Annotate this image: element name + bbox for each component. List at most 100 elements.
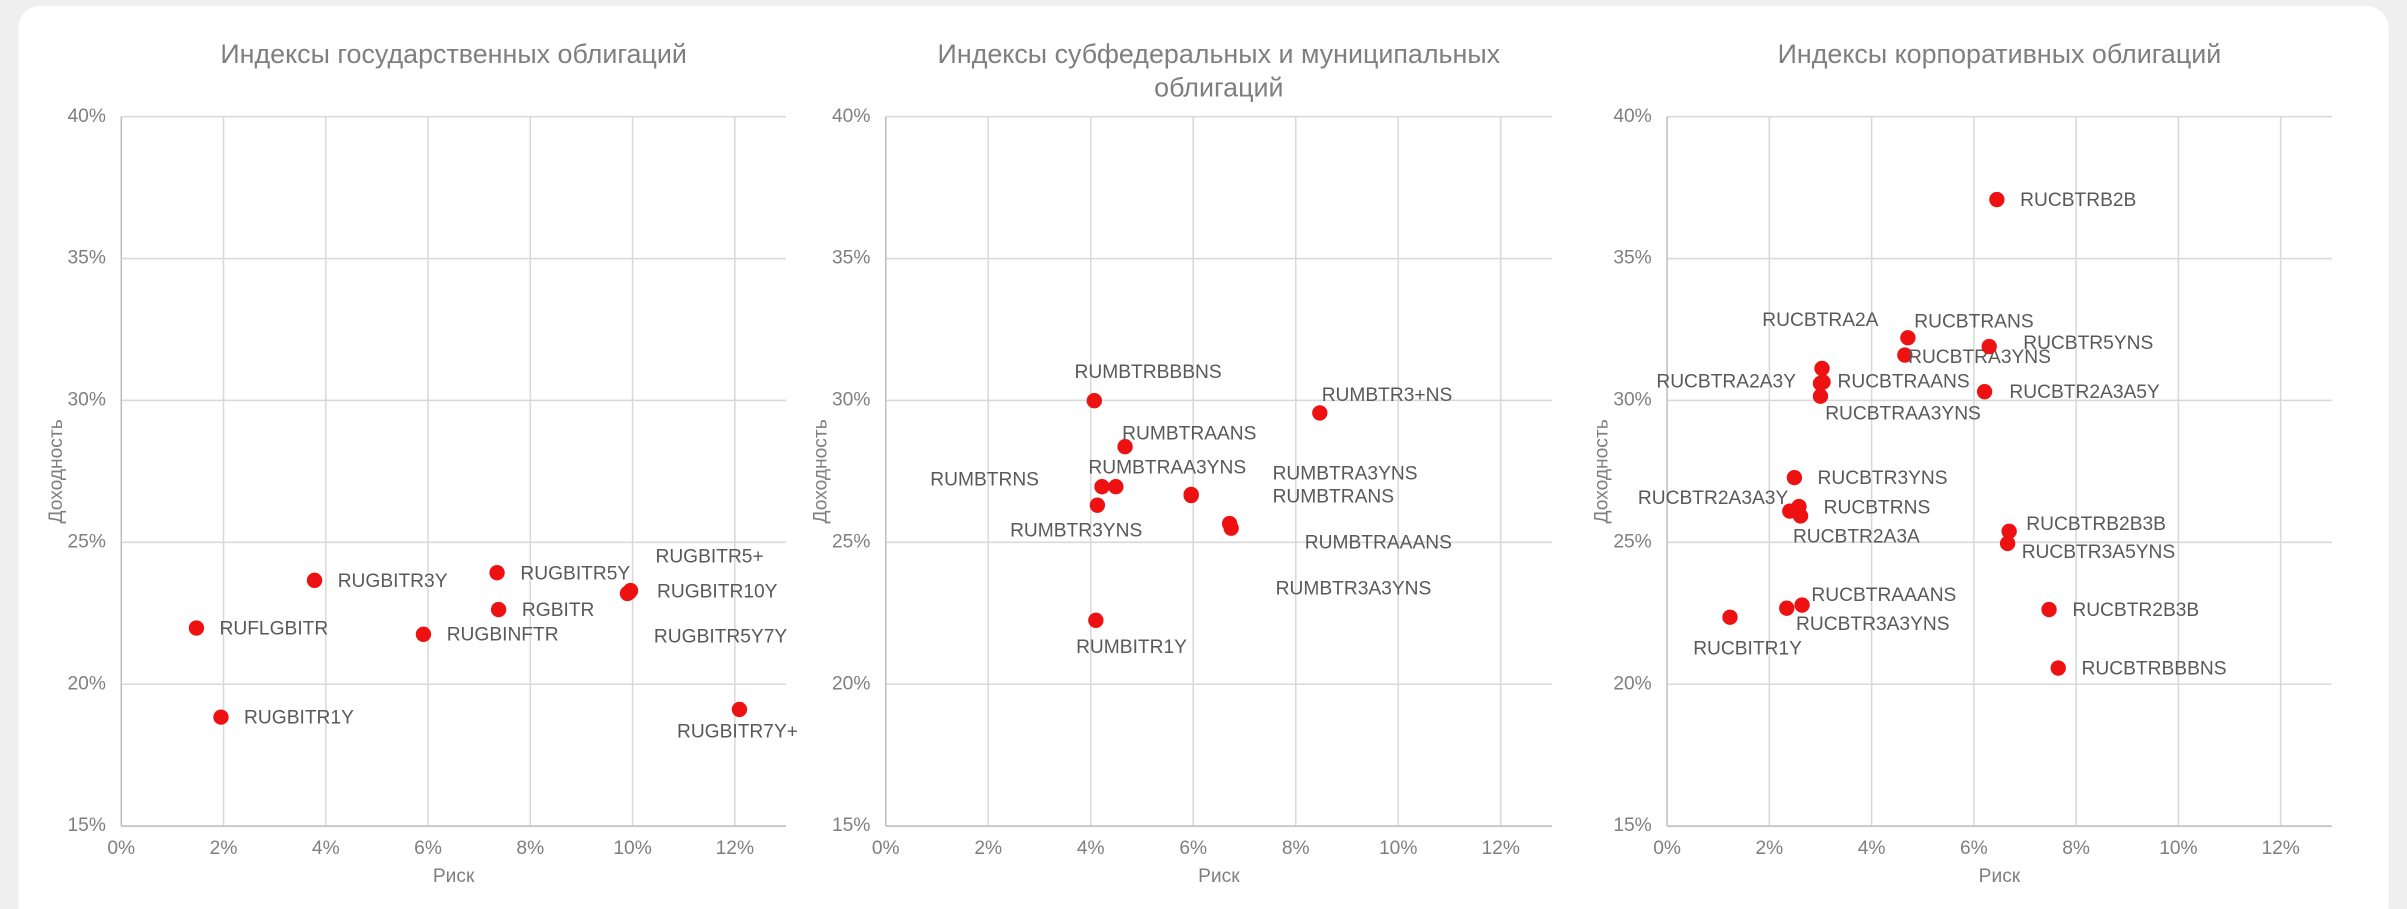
point-label: RUCBITR1Y: [1693, 639, 1802, 660]
x-tick-label: 0%: [1653, 838, 1681, 859]
point: [490, 601, 507, 618]
point-label: RUMBTRAANS: [1122, 424, 1256, 445]
point-label: RUMBTRA3YNS: [1273, 464, 1418, 485]
point: [1976, 383, 1993, 400]
point: [1312, 405, 1328, 421]
point: [1989, 191, 2005, 208]
point: [1792, 508, 1809, 524]
x-tick-label: 10%: [613, 838, 651, 859]
point-label: RUCBTR2A3A: [1793, 526, 1920, 547]
x-tick-label: 2%: [210, 838, 238, 859]
point-label: RUCBTRB2B: [2020, 190, 2136, 211]
point-label: RUGBITR5Y7Y: [654, 626, 787, 647]
point-label: RUGBITR5Y: [520, 563, 630, 584]
y-tick-label: 30%: [832, 390, 870, 411]
point-label: RUCBTR2A3A5Y: [2009, 382, 2160, 403]
x-tick-label: 12%: [2261, 838, 2299, 859]
point: [213, 709, 229, 725]
x-tick-label: 8%: [516, 838, 544, 859]
point-label: RUCBTRAA3YNS: [1825, 404, 1981, 425]
point-label: RUMBTR3YNS: [1010, 520, 1142, 541]
x-axis-label: Риск: [1198, 866, 1240, 887]
point-label: RUMBTRNS: [930, 470, 1039, 491]
point-label: RUGBITR1Y: [244, 708, 354, 729]
point: [1794, 597, 1810, 613]
point: [1786, 469, 1803, 486]
point: [1722, 609, 1738, 625]
chart-title-box: Индексы корпоративных облигаций: [1777, 38, 2222, 70]
point: [306, 572, 323, 589]
point-label: RUCBTR3YNS: [1818, 468, 1948, 489]
point-label: RUMBTRBBBNS: [1075, 362, 1222, 383]
x-tick-label: 12%: [1482, 838, 1520, 859]
point: [2001, 523, 2017, 539]
x-tick-label: 10%: [2159, 838, 2197, 859]
point: [731, 701, 748, 718]
y-tick-label: 15%: [832, 815, 870, 836]
y-tick-label: 25%: [68, 531, 106, 552]
point-label: RUCBTRA2A: [1762, 310, 1878, 331]
y-tick-label: 20%: [1613, 673, 1651, 694]
point: [1086, 393, 1102, 409]
point: [1999, 535, 2016, 552]
point-label: RUGBITR3Y: [338, 571, 448, 592]
y-tick-label: 40%: [1613, 106, 1651, 127]
point-label: RUGBITR7Y+: [677, 721, 798, 742]
point: [415, 626, 432, 642]
x-tick-label: 6%: [1960, 838, 1988, 859]
point: [1814, 360, 1830, 377]
point-label: RUCBTR2A3A3Y: [1638, 488, 1789, 509]
x-tick-label: 0%: [107, 838, 135, 859]
point: [2041, 601, 2057, 618]
chart-title: Индексы государственных облигаций: [220, 38, 687, 70]
point-label: RUCBTR5YNS: [2023, 333, 2153, 354]
point-label: RUCBTRAAANS: [1811, 585, 1956, 606]
x-tick-label: 2%: [974, 838, 1002, 859]
y-tick-label: 40%: [68, 106, 106, 127]
y-tick-label: 20%: [832, 673, 870, 694]
point-label: RUCBTRA3YNS: [1908, 347, 2051, 368]
x-tick-label: 6%: [414, 838, 442, 859]
point: [1779, 600, 1795, 616]
card: [18, 6, 2389, 909]
chart-title-box: Индексы субфедеральных и муниципальных о…: [937, 38, 1501, 103]
y-tick-label: 20%: [68, 673, 106, 694]
point: [1981, 338, 1997, 355]
y-tick-label: 35%: [1613, 248, 1651, 269]
point-label: RUCBTR3A3YNS: [1796, 614, 1950, 635]
x-tick-label: 4%: [312, 838, 340, 859]
point: [1089, 497, 1106, 513]
x-tick-label: 2%: [1755, 838, 1783, 859]
point-label: RUGBINFTR: [447, 625, 559, 646]
point: [1117, 439, 1133, 455]
x-tick-label: 8%: [1282, 838, 1310, 859]
point: [1088, 612, 1104, 629]
y-tick-label: 30%: [1613, 390, 1651, 411]
point-label: RUCBTRAANS: [1837, 371, 1969, 392]
y-tick-label: 15%: [68, 815, 106, 836]
x-axis-label: Риск: [433, 866, 475, 887]
chart-title: Индексы корпоративных облигаций: [1777, 38, 2222, 70]
y-tick-label: 35%: [832, 248, 870, 269]
y-tick-label: 35%: [68, 248, 106, 269]
point: [1900, 330, 1916, 346]
x-tick-label: 4%: [1077, 838, 1105, 859]
point-label: RUMBTRANS: [1273, 487, 1395, 508]
chart-title: Индексы субфедеральных и муниципальных о…: [937, 38, 1501, 103]
x-tick-label: 6%: [1179, 838, 1207, 859]
point-label: RUGBITR5+: [655, 546, 763, 567]
y-axis-label: Доходность: [46, 419, 67, 523]
x-tick-label: 12%: [716, 838, 754, 859]
y-tick-label: 40%: [832, 106, 870, 127]
point: [619, 585, 636, 602]
y-axis-label: Доходность: [810, 419, 831, 523]
x-axis-label: Риск: [1979, 866, 2021, 887]
point: [1812, 388, 1829, 404]
chart-title-box: Индексы государственных облигаций: [220, 38, 687, 70]
point-label: RUGBITR10Y: [657, 582, 778, 603]
x-tick-label: 4%: [1858, 838, 1886, 859]
point-label: RUMBITR1Y: [1076, 637, 1187, 658]
point-label: RUFLGBITR: [220, 619, 329, 640]
point-label: RGBITR: [522, 600, 594, 621]
point-label: RUMBTR3+NS: [1322, 385, 1453, 406]
